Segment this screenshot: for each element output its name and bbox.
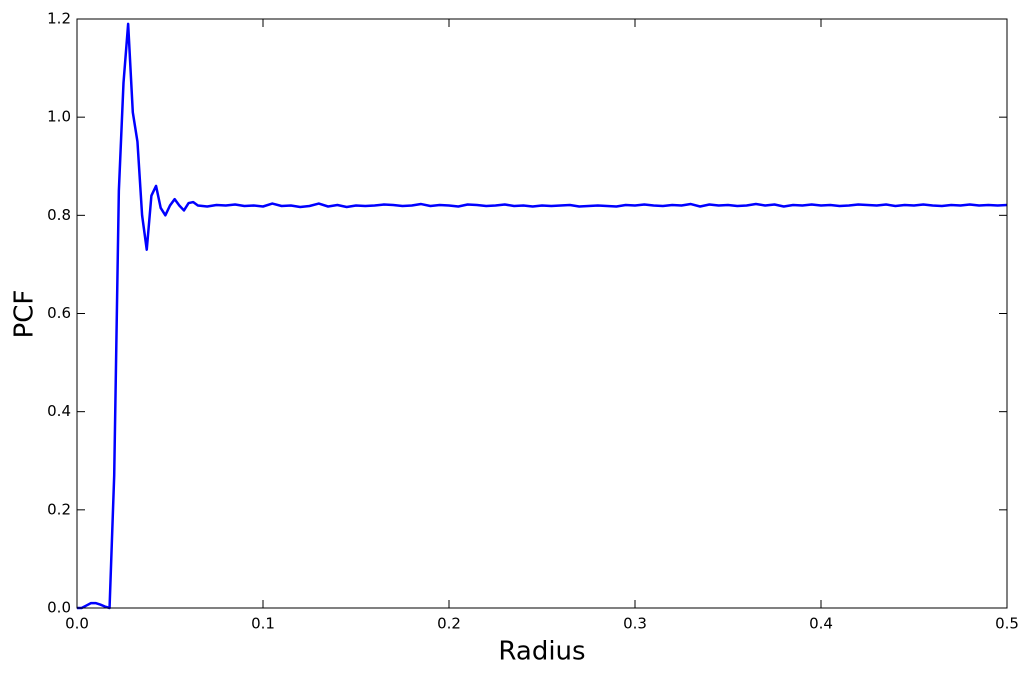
y-tick-label: 0.8 [47,206,71,224]
y-tick-label: 0.6 [47,304,71,322]
plot-frame [76,18,1008,609]
x-tick-label: 0.0 [65,615,89,633]
x-axis-label: Radius [498,637,585,667]
x-tick-label: 0.5 [995,615,1019,633]
y-axis-label: PCF [10,290,40,339]
x-tick-label: 0.3 [623,615,647,633]
y-tick-label: 0.2 [47,500,71,518]
y-tick-label: 1.0 [47,108,71,126]
x-tick-label: 0.2 [437,615,461,633]
y-tick-label: 1.2 [47,10,71,28]
x-tick-label: 0.1 [251,615,275,633]
y-tick-label: 0.4 [47,402,71,420]
data-line [77,22,1008,610]
y-tick-label: 0.0 [47,599,71,617]
x-tick-label: 0.4 [809,615,833,633]
